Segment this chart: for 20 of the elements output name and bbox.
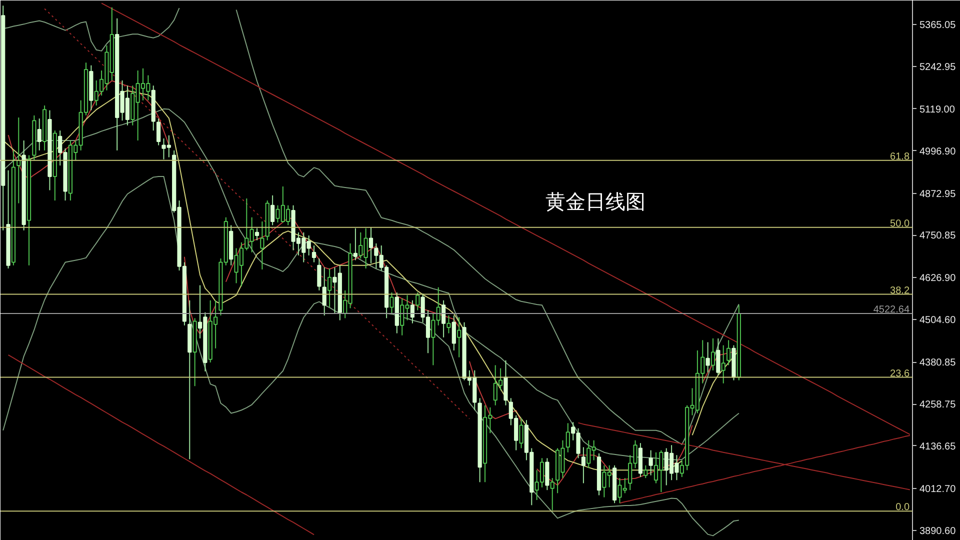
y-tick-label: 4750.85	[920, 230, 956, 242]
y-tick-label: 5365.05	[920, 20, 956, 31]
y-tick-label: 5242.95	[920, 62, 956, 73]
y-tick-label: 4258.75	[920, 400, 956, 411]
y-tick-label: 4136.65	[920, 441, 956, 452]
annotation: 61.8	[890, 151, 910, 162]
y-tick-label: 4380.85	[920, 358, 956, 369]
annotation: 0.0	[896, 502, 910, 514]
text: 黄金日线图	[546, 192, 646, 214]
y-tick-label: 4872.95	[920, 188, 956, 200]
y-tick-label: 4626.90	[920, 273, 956, 284]
ref-line-label: 4522.64	[873, 304, 910, 316]
y-tick-label: 4012.70	[920, 484, 956, 495]
annotation: 50.0	[890, 218, 910, 230]
y-tick-label: 4504.60	[920, 315, 956, 326]
y-tick-label: 4996.90	[920, 146, 956, 158]
annotation: 23.6	[890, 368, 910, 380]
annotation: 38.2	[890, 285, 910, 296]
y-tick-label: 5119.00	[920, 104, 956, 116]
y-tick-label: 3890.60	[920, 526, 956, 537]
